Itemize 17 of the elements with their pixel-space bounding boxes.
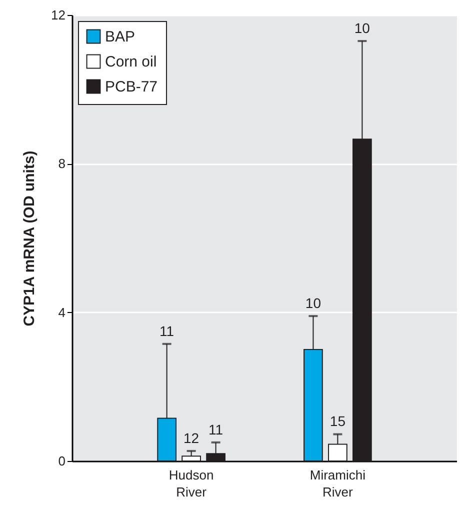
annotation: 11 xyxy=(208,421,224,438)
bar xyxy=(182,456,201,462)
legend-label: PCB-77 xyxy=(105,78,158,96)
x-tick-label: Hudson River xyxy=(168,468,214,500)
y-tick-label: 12 xyxy=(51,8,66,22)
annotation: 10 xyxy=(354,20,370,36)
annotation: 11 xyxy=(160,322,174,339)
y-tick-label: 8 xyxy=(58,156,66,172)
legend-label: BAP xyxy=(105,28,136,46)
y-axis-title: CYP1A mRNA (OD units) xyxy=(21,150,38,326)
y-tick-label: 0 xyxy=(58,454,66,468)
annotation: 15 xyxy=(330,413,346,430)
x-tick-label: Miramichi River xyxy=(310,468,366,500)
annotation: 10 xyxy=(305,295,322,312)
annotation: 12 xyxy=(184,430,200,446)
y-tick-label: 4 xyxy=(58,304,66,320)
legend-label: Corn oil xyxy=(105,54,157,70)
